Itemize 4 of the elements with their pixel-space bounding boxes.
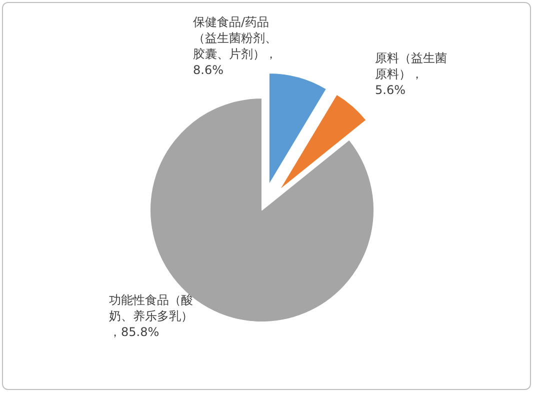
slice-label: 原料（益生菌原料），5.6% [375, 51, 447, 97]
slice-label: 功能性食品（酸奶、养乐多乳） [109, 293, 193, 323]
slice-label: 保健食品/药品（益生菌粉剂、胶囊、片剂），8.6% [193, 15, 277, 77]
data-label: ，85.8% [109, 325, 160, 339]
